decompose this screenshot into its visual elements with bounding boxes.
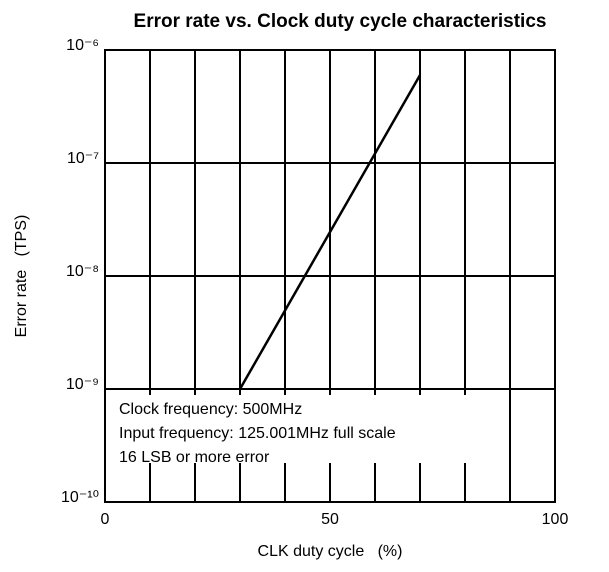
annotation-box <box>113 395 503 463</box>
x-tick-label: 100 <box>542 511 569 528</box>
annotation: Input frequency: 125.001MHz full scale <box>119 425 396 442</box>
y-tick-label: 10⁻⁹ <box>66 376 99 393</box>
y-tick-label: 10⁻⁶ <box>66 37 99 54</box>
annotation: 16 LSB or more error <box>119 449 270 466</box>
x-axis-label: CLK duty cycle (%) <box>258 543 403 560</box>
y-tick-label: 10⁻⁷ <box>67 150 99 167</box>
y-axis-label: Error rate (TPS) <box>13 215 30 338</box>
x-tick-label: 0 <box>101 511 110 528</box>
plot-border <box>104 49 556 503</box>
y-tick-label: 10⁻⁸ <box>66 263 99 280</box>
chart-title: Error rate vs. Clock duty cycle characte… <box>134 11 547 32</box>
data-line <box>238 74 422 390</box>
y-tick-label: 10⁻¹⁰ <box>61 489 99 506</box>
x-tick-label: 50 <box>321 511 339 528</box>
annotation: Clock frequency: 500MHz <box>119 401 302 418</box>
